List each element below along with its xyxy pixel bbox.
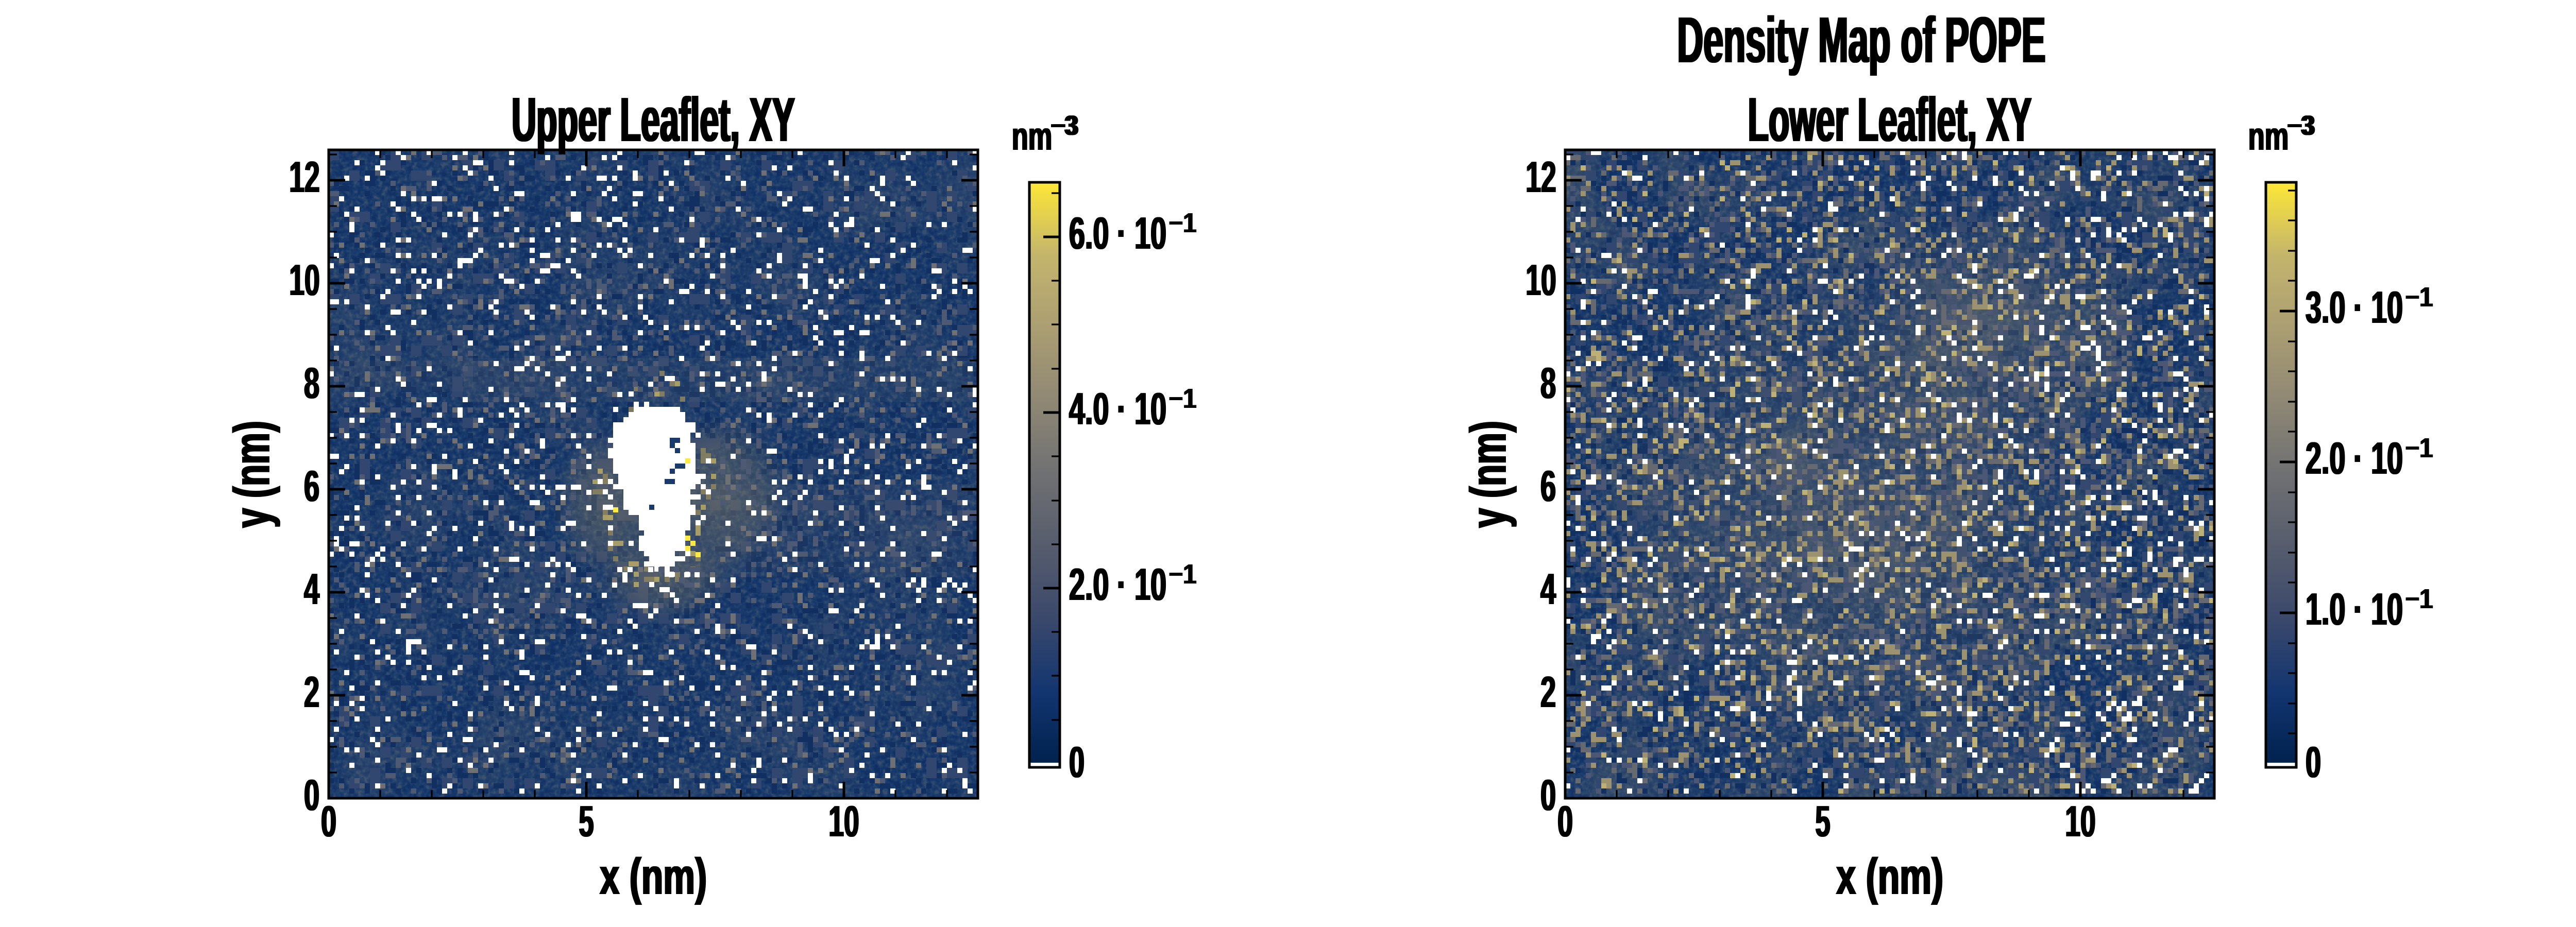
svg-text:2.0 · 10: 2.0 · 10 [2305,433,2402,484]
svg-text:−3: −3 [1050,110,1077,141]
svg-text:4: 4 [303,565,319,614]
svg-text:y (nm): y (nm) [224,421,281,528]
svg-text:10: 10 [828,798,858,847]
svg-text:Lower Leaflet, XY: Lower Leaflet, XY [1747,84,2031,154]
svg-text:nm: nm [1012,114,1053,159]
svg-text:6: 6 [303,462,319,511]
svg-text:2: 2 [1541,668,1556,717]
svg-text:2.0 · 10: 2.0 · 10 [1070,559,1167,610]
svg-text:Upper Leaflet, XY: Upper Leaflet, XY [511,84,794,154]
svg-text:Density Map of POPE: Density Map of POPE [1678,4,2046,76]
svg-text:0: 0 [2305,739,2320,787]
svg-text:6.0 · 10: 6.0 · 10 [1070,208,1167,259]
svg-text:0: 0 [1541,771,1556,820]
svg-text:3.0 · 10: 3.0 · 10 [2305,282,2402,333]
svg-text:−1: −1 [2405,432,2433,464]
svg-text:−1: −1 [1168,383,1196,414]
svg-text:4.0 · 10: 4.0 · 10 [1070,383,1167,434]
svg-text:0: 0 [303,771,319,820]
svg-text:x (nm): x (nm) [1837,848,1944,906]
svg-text:0: 0 [2306,739,2321,787]
svg-text:5: 5 [1816,797,1831,846]
svg-text:−1: −1 [2404,583,2432,614]
svg-text:0: 0 [320,798,336,846]
svg-text:−1: −1 [1169,558,1197,590]
svg-text:−1: −1 [1168,558,1196,590]
svg-text:4.0 · 10: 4.0 · 10 [1069,383,1166,434]
svg-text:2: 2 [303,668,319,717]
svg-text:6: 6 [304,462,320,511]
svg-text:5: 5 [580,797,595,846]
svg-text:10: 10 [289,256,319,305]
svg-text:12: 12 [1525,153,1555,202]
svg-text:6.0 · 10: 6.0 · 10 [1069,208,1166,259]
svg-text:10: 10 [829,798,860,847]
svg-text:1.0 · 10: 1.0 · 10 [2306,583,2403,634]
svg-text:6: 6 [1540,462,1555,511]
svg-text:0: 0 [1540,771,1555,820]
svg-text:nm: nm [2249,114,2290,159]
svg-text:5: 5 [1815,797,1829,846]
svg-text:4: 4 [1541,565,1556,614]
svg-text:8: 8 [304,359,320,408]
svg-text:Density Map of POPE: Density Map of POPE [1676,4,2045,76]
svg-text:−1: −1 [1168,207,1196,238]
svg-text:10: 10 [2066,798,2096,847]
svg-text:x (nm): x (nm) [1835,848,1942,906]
svg-text:x (nm): x (nm) [600,848,707,906]
svg-text:−1: −1 [2405,583,2433,614]
svg-text:y (nm): y (nm) [1460,421,1518,528]
svg-text:y (nm): y (nm) [1460,420,1518,527]
svg-text:5: 5 [578,797,593,846]
svg-text:1.0 · 10: 1.0 · 10 [2305,583,2402,634]
svg-text:8: 8 [1540,359,1555,408]
svg-text:−1: −1 [2404,281,2432,313]
svg-text:4: 4 [304,565,320,614]
svg-text:2.0 · 10: 2.0 · 10 [1069,559,1166,610]
svg-text:−1: −1 [2404,432,2432,464]
svg-text:3.0 · 10: 3.0 · 10 [2306,282,2403,333]
svg-text:−1: −1 [1169,383,1197,414]
svg-text:y (nm): y (nm) [224,420,281,527]
svg-text:10: 10 [1527,256,1557,305]
svg-text:−3: −3 [2289,110,2316,141]
svg-text:0: 0 [1070,739,1085,787]
svg-text:0: 0 [304,771,320,820]
svg-text:−1: −1 [1169,207,1197,238]
svg-text:Lower Leaflet, XY: Lower Leaflet, XY [1749,84,2032,154]
svg-text:2.0 · 10: 2.0 · 10 [2306,433,2403,484]
svg-text:6: 6 [1541,462,1556,511]
svg-text:2: 2 [304,668,320,717]
svg-text:−1: −1 [2405,281,2433,313]
svg-text:Upper Leaflet, XY: Upper Leaflet, XY [513,84,796,154]
svg-text:10: 10 [2064,798,2095,847]
svg-text:12: 12 [290,153,320,202]
svg-text:12: 12 [289,153,319,202]
svg-text:0: 0 [1557,798,1572,846]
svg-text:nm: nm [2247,114,2288,159]
svg-text:10: 10 [290,256,320,305]
svg-text:2: 2 [1540,668,1555,717]
svg-text:4: 4 [1540,565,1555,614]
svg-text:8: 8 [1541,359,1556,408]
svg-text:8: 8 [303,359,319,408]
svg-text:0: 0 [321,798,337,846]
svg-text:0: 0 [1069,739,1084,787]
svg-text:0: 0 [1558,798,1573,846]
svg-text:nm: nm [1011,114,1052,159]
svg-text:10: 10 [1525,256,1555,305]
svg-text:−3: −3 [2286,110,2313,141]
svg-text:x (nm): x (nm) [599,848,706,906]
svg-text:12: 12 [1527,153,1557,202]
svg-text:−3: −3 [1053,110,1079,141]
